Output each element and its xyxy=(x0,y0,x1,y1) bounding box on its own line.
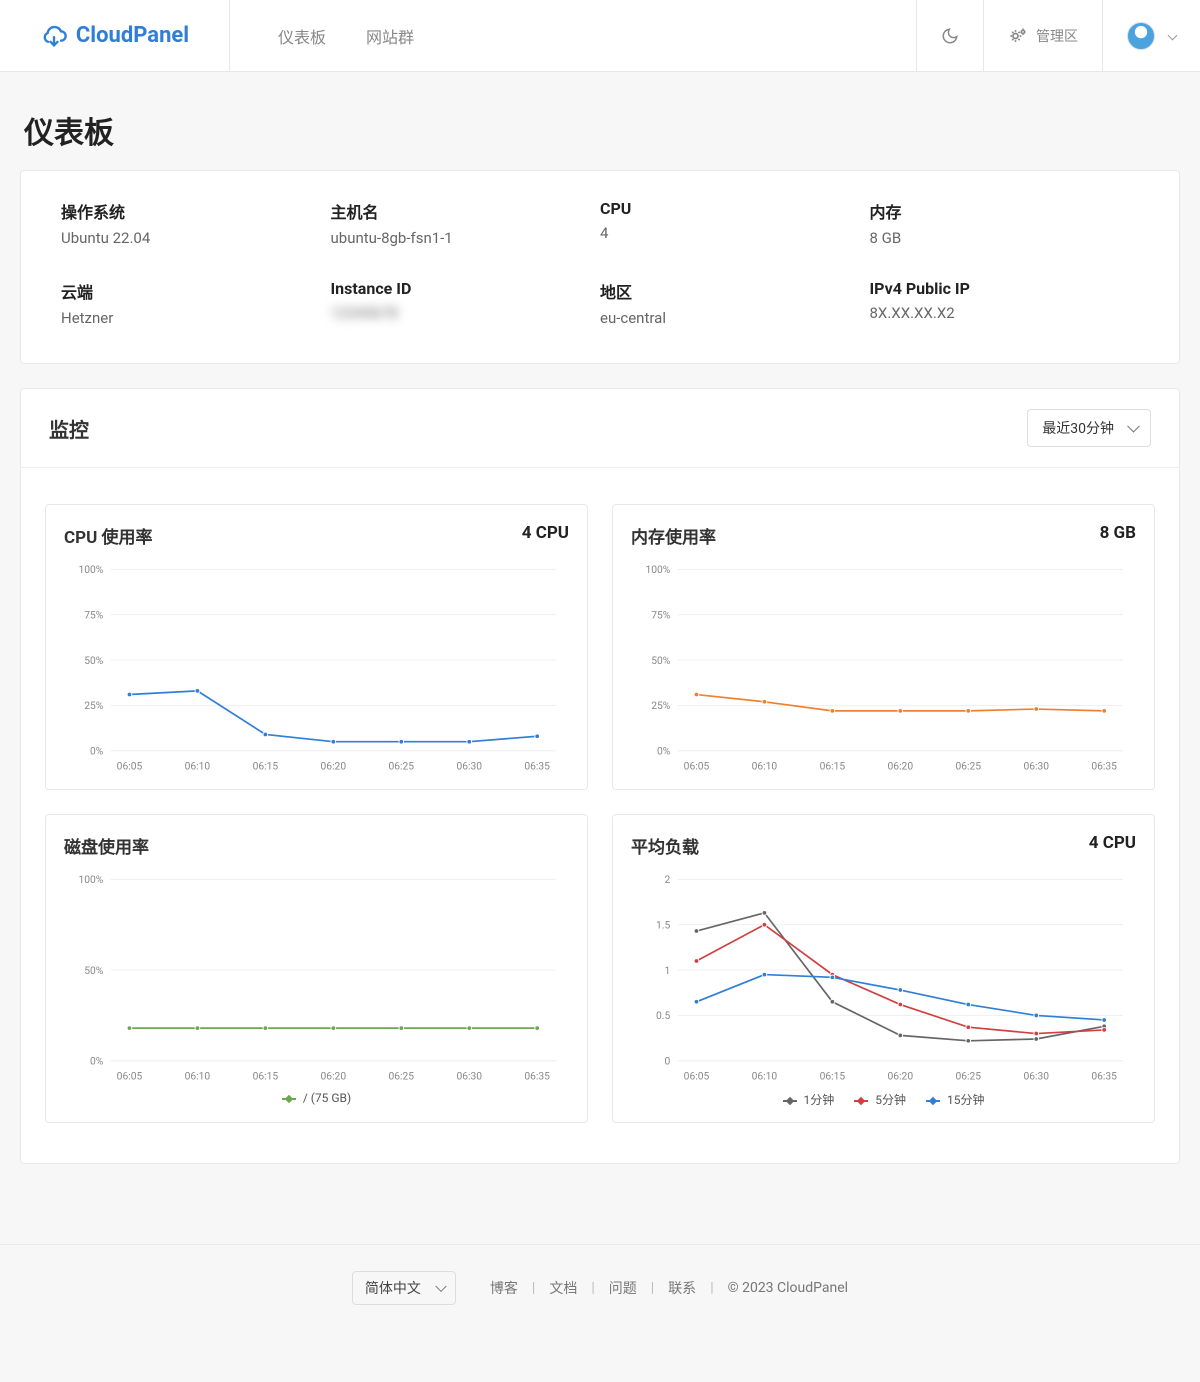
svg-text:06:30: 06:30 xyxy=(456,759,482,772)
svg-text:06:30: 06:30 xyxy=(1023,1070,1049,1083)
chart-memory-svg: 0% 25% 50% 75% 100% 06:05 06:10 06:15 06:20 06:25… xyxy=(631,560,1136,775)
chart-disk: 磁盘使用率 0% 50% 100% 06:05 06:10 06:15 06:20 06:25… xyxy=(45,814,588,1123)
chart-disk-title: 磁盘使用率 xyxy=(64,833,149,858)
svg-text:06:25: 06:25 xyxy=(955,1070,981,1083)
svg-text:06:15: 06:15 xyxy=(820,1070,846,1083)
chart-load: 平均负载 4 CPU 0 0.5 1 1.5 2 06:05 06:10 06:15 06:20… xyxy=(612,814,1155,1123)
svg-text:100%: 100% xyxy=(78,873,103,886)
chart-memory-title: 内存使用率 xyxy=(631,523,716,548)
svg-text:06:35: 06:35 xyxy=(524,759,550,772)
svg-text:0.5: 0.5 xyxy=(656,1009,670,1022)
svg-text:0%: 0% xyxy=(657,745,671,758)
top-nav: 仪表板 网站群 xyxy=(230,18,916,54)
svg-text:06:20: 06:20 xyxy=(321,1070,347,1083)
svg-text:0%: 0% xyxy=(90,745,104,758)
svg-text:06:20: 06:20 xyxy=(888,1070,914,1083)
footer-link-issues[interactable]: 问题 xyxy=(609,1278,637,1298)
svg-text:06:10: 06:10 xyxy=(752,1070,778,1083)
nav-dashboard[interactable]: 仪表板 xyxy=(278,18,326,54)
svg-text:06:10: 06:10 xyxy=(185,1070,211,1083)
language-select[interactable]: 简体中文 xyxy=(352,1271,456,1305)
svg-text:06:10: 06:10 xyxy=(752,759,778,772)
gears-icon xyxy=(1008,26,1028,46)
chart-load-subtitle: 4 CPU xyxy=(1089,833,1136,858)
footer-link-docs[interactable]: 文档 xyxy=(549,1278,577,1298)
svg-text:06:15: 06:15 xyxy=(820,759,846,772)
monitor-title: 监控 xyxy=(49,414,89,443)
info-cloud: 云端 Hetzner xyxy=(61,279,331,327)
svg-text:50%: 50% xyxy=(651,654,671,667)
chart-load-title: 平均负载 xyxy=(631,833,699,858)
info-ip: IPv4 Public IP 8X.XX.XX.X2 xyxy=(870,279,1140,327)
admin-area-label: 管理区 xyxy=(1036,26,1078,46)
theme-toggle[interactable] xyxy=(916,0,983,71)
svg-text:06:05: 06:05 xyxy=(684,1070,710,1083)
system-info-card: 操作系统 Ubuntu 22.04 主机名 ubuntu-8gb-fsn1-1 … xyxy=(20,170,1180,364)
info-region: 地区 eu-central xyxy=(600,279,870,327)
time-range-select[interactable]: 最近30分钟 xyxy=(1027,409,1151,447)
svg-text:0%: 0% xyxy=(90,1055,104,1068)
svg-text:06:30: 06:30 xyxy=(456,1070,482,1083)
svg-text:06:05: 06:05 xyxy=(684,759,710,772)
brand-text: CloudPanel xyxy=(76,23,189,48)
chart-memory-subtitle: 8 GB xyxy=(1100,523,1136,548)
info-hostname: 主机名 ubuntu-8gb-fsn1-1 xyxy=(331,199,601,247)
svg-text:75%: 75% xyxy=(84,608,104,621)
monitor-card: 监控 最近30分钟 CPU 使用率 4 CPU 0%25%50%75%100%0… xyxy=(20,388,1180,1164)
svg-text:06:05: 06:05 xyxy=(117,1070,143,1083)
svg-text:06:25: 06:25 xyxy=(955,759,981,772)
nav-sites[interactable]: 网站群 xyxy=(366,18,414,54)
svg-text:06:15: 06:15 xyxy=(253,1070,279,1083)
topbar-right: 管理区 xyxy=(916,0,1200,71)
chart-cpu-title: CPU 使用率 xyxy=(64,523,153,548)
svg-text:100%: 100% xyxy=(78,563,103,576)
svg-text:06:35: 06:35 xyxy=(1091,1070,1117,1083)
info-memory: 内存 8 GB xyxy=(870,199,1140,247)
chart-cpu-subtitle: 4 CPU xyxy=(522,523,569,548)
brand-logo[interactable]: CloudPanel xyxy=(0,0,230,71)
chart-disk-legend: / (75 GB) xyxy=(64,1091,569,1105)
svg-text:06:25: 06:25 xyxy=(388,759,414,772)
svg-text:25%: 25% xyxy=(84,699,104,712)
svg-text:2: 2 xyxy=(665,873,671,886)
svg-text:06:20: 06:20 xyxy=(888,759,914,772)
topbar: CloudPanel 仪表板 网站群 管理区 xyxy=(0,0,1200,72)
svg-text:50%: 50% xyxy=(84,964,104,977)
chart-load-svg: 0 0.5 1 1.5 2 06:05 06:10 06:15 06:20 06:25 06:30 0… xyxy=(631,870,1136,1085)
chart-cpu: CPU 使用率 4 CPU 0%25%50%75%100%06:0506:100… xyxy=(45,504,588,790)
svg-text:1: 1 xyxy=(665,964,671,977)
svg-text:1.5: 1.5 xyxy=(656,919,670,932)
svg-text:06:30: 06:30 xyxy=(1023,759,1049,772)
svg-text:06:35: 06:35 xyxy=(524,1070,550,1083)
svg-text:06:25: 06:25 xyxy=(388,1070,414,1083)
svg-text:06:10: 06:10 xyxy=(185,759,211,772)
svg-text:06:05: 06:05 xyxy=(117,759,143,772)
svg-text:0: 0 xyxy=(665,1055,671,1068)
svg-text:06:35: 06:35 xyxy=(1091,759,1117,772)
svg-text:50%: 50% xyxy=(84,654,104,667)
avatar-icon xyxy=(1127,22,1155,50)
footer-link-contact[interactable]: 联系 xyxy=(668,1278,696,1298)
svg-text:75%: 75% xyxy=(651,608,671,621)
chevron-down-icon xyxy=(1168,31,1178,41)
svg-text:25%: 25% xyxy=(651,699,671,712)
admin-area-link[interactable]: 管理区 xyxy=(983,0,1102,71)
footer-copyright: © 2023 CloudPanel xyxy=(728,1280,848,1296)
info-cpu: CPU 4 xyxy=(600,199,870,247)
user-menu[interactable] xyxy=(1102,0,1200,71)
cloud-icon xyxy=(40,22,68,50)
svg-text:06:20: 06:20 xyxy=(321,759,347,772)
svg-text:100%: 100% xyxy=(645,563,670,576)
svg-text:06:15: 06:15 xyxy=(253,759,279,772)
page-title: 仪表板 xyxy=(24,108,1180,152)
chart-load-legend: 1分钟 5分钟 15分钟 xyxy=(631,1091,1136,1108)
info-os: 操作系统 Ubuntu 22.04 xyxy=(61,199,331,247)
chart-memory: 内存使用率 8 GB 0% 25% 50% 75% 100% 06:05 06:10 06:1… xyxy=(612,504,1155,790)
chart-cpu-svg: 0% 25% 50% 75% 100% 06:05 06:10 06:15 06:20 06:25… xyxy=(64,560,569,775)
moon-icon xyxy=(941,27,959,45)
footer: 简体中文 博客| 文档| 问题| 联系| © 2023 CloudPanel xyxy=(0,1244,1200,1331)
chart-disk-svg: 0% 50% 100% 06:05 06:10 06:15 06:20 06:25 06:30 0… xyxy=(64,870,569,1085)
info-instance-id: Instance ID 12345678 xyxy=(331,279,601,327)
footer-link-blog[interactable]: 博客 xyxy=(490,1278,518,1298)
